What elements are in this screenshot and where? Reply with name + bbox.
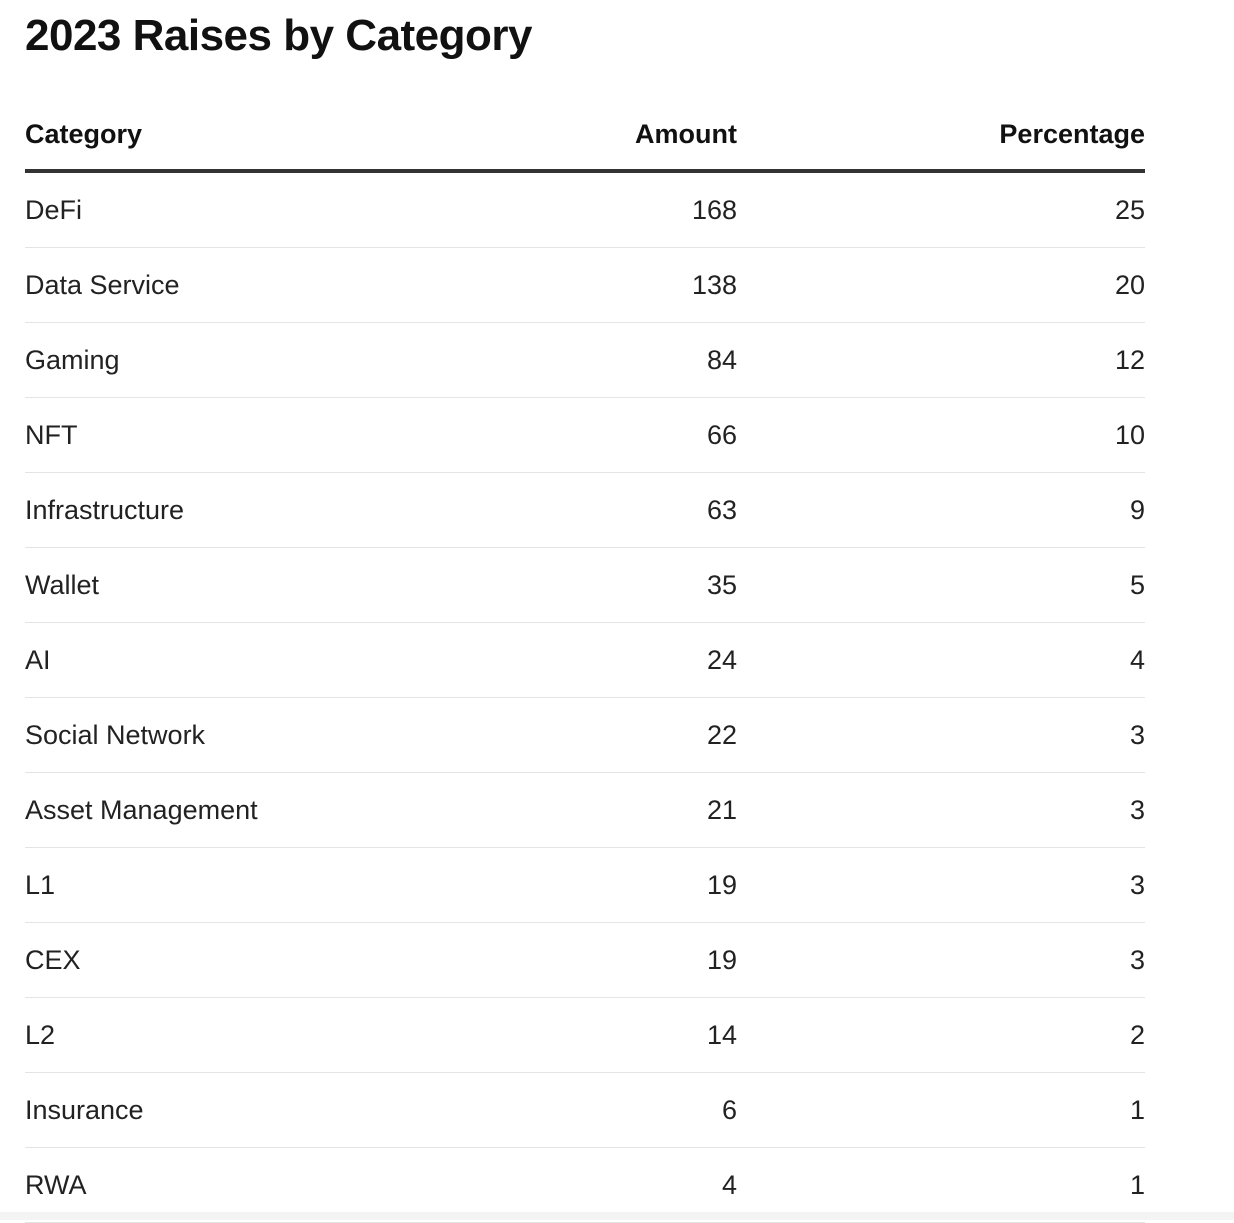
table-body: DeFi 168 25 Data Service 138 20 Gaming 84 12 NFT 6… <box>25 173 1145 1223</box>
amount-cell: 22 <box>706 720 737 750</box>
table-row: Wallet 35 5 <box>25 548 1145 623</box>
percentage-cell: 10 <box>1114 420 1145 450</box>
column-header-amount: Amount <box>635 118 737 149</box>
table-row: CEX 19 3 <box>25 923 1145 998</box>
table-row: NFT 66 10 <box>25 398 1145 473</box>
amount-cell: 35 <box>706 570 737 600</box>
percentage-cell: 3 <box>1129 945 1145 975</box>
amount-cell: 21 <box>706 795 737 825</box>
amount-cell: 84 <box>706 345 737 375</box>
table-row: Gaming 84 12 <box>25 323 1145 398</box>
category-cell: Infrastructure <box>25 495 185 525</box>
category-cell: RWA <box>25 1170 87 1200</box>
amount-cell: 19 <box>706 870 737 900</box>
category-cell: L2 <box>25 1020 56 1050</box>
table-row: L1 19 3 <box>25 848 1145 923</box>
table-row: Social Network 22 3 <box>25 698 1145 773</box>
table-row: DeFi 168 25 <box>25 173 1145 248</box>
category-cell: Asset Management <box>25 795 258 825</box>
table-row: Data Service 138 20 <box>25 248 1145 323</box>
category-cell: Insurance <box>25 1095 144 1125</box>
amount-cell: 138 <box>691 270 737 300</box>
table-row: AI 24 4 <box>25 623 1145 698</box>
table-row: Infrastructure 63 9 <box>25 473 1145 548</box>
category-cell: L1 <box>25 870 56 900</box>
page-bottom-edge <box>0 1212 1234 1220</box>
table-row: L2 14 2 <box>25 998 1145 1073</box>
column-header-percentage: Percentage <box>999 118 1145 149</box>
percentage-cell: 3 <box>1129 870 1145 900</box>
column-header-category: Category <box>25 118 143 149</box>
table-row: Insurance 6 1 <box>25 1073 1145 1148</box>
table-row: Asset Management 21 3 <box>25 773 1145 848</box>
percentage-cell: 9 <box>1129 495 1145 525</box>
table-header-row: Category Amount Percentage <box>25 98 1145 173</box>
percentage-cell: 2 <box>1129 1020 1145 1050</box>
percentage-cell: 4 <box>1129 645 1145 675</box>
percentage-cell: 3 <box>1129 720 1145 750</box>
category-cell: NFT <box>25 420 78 450</box>
category-cell: CEX <box>25 945 81 975</box>
amount-cell: 66 <box>706 420 737 450</box>
percentage-cell: 3 <box>1129 795 1145 825</box>
percentage-cell: 25 <box>1114 195 1145 225</box>
percentage-cell: 20 <box>1114 270 1145 300</box>
amount-cell: 24 <box>706 645 737 675</box>
amount-cell: 19 <box>706 945 737 975</box>
percentage-cell: 1 <box>1129 1170 1145 1200</box>
raises-table: Category Amount Percentage DeFi 168 25 Data… <box>25 98 1145 1223</box>
category-cell: Data Service <box>25 270 180 300</box>
amount-cell: 63 <box>706 495 737 525</box>
category-cell: AI <box>25 645 51 675</box>
percentage-cell: 12 <box>1114 345 1145 375</box>
amount-cell: 4 <box>721 1170 737 1200</box>
amount-cell: 168 <box>691 195 737 225</box>
category-cell: Gaming <box>25 345 120 375</box>
amount-cell: 6 <box>721 1095 737 1125</box>
category-cell: DeFi <box>25 195 83 225</box>
amount-cell: 14 <box>706 1020 737 1050</box>
percentage-cell: 1 <box>1129 1095 1145 1125</box>
category-cell: Wallet <box>25 570 100 600</box>
percentage-cell: 5 <box>1129 570 1145 600</box>
table-title: 2023 Raises by Category <box>25 11 533 60</box>
category-cell: Social Network <box>25 720 206 750</box>
